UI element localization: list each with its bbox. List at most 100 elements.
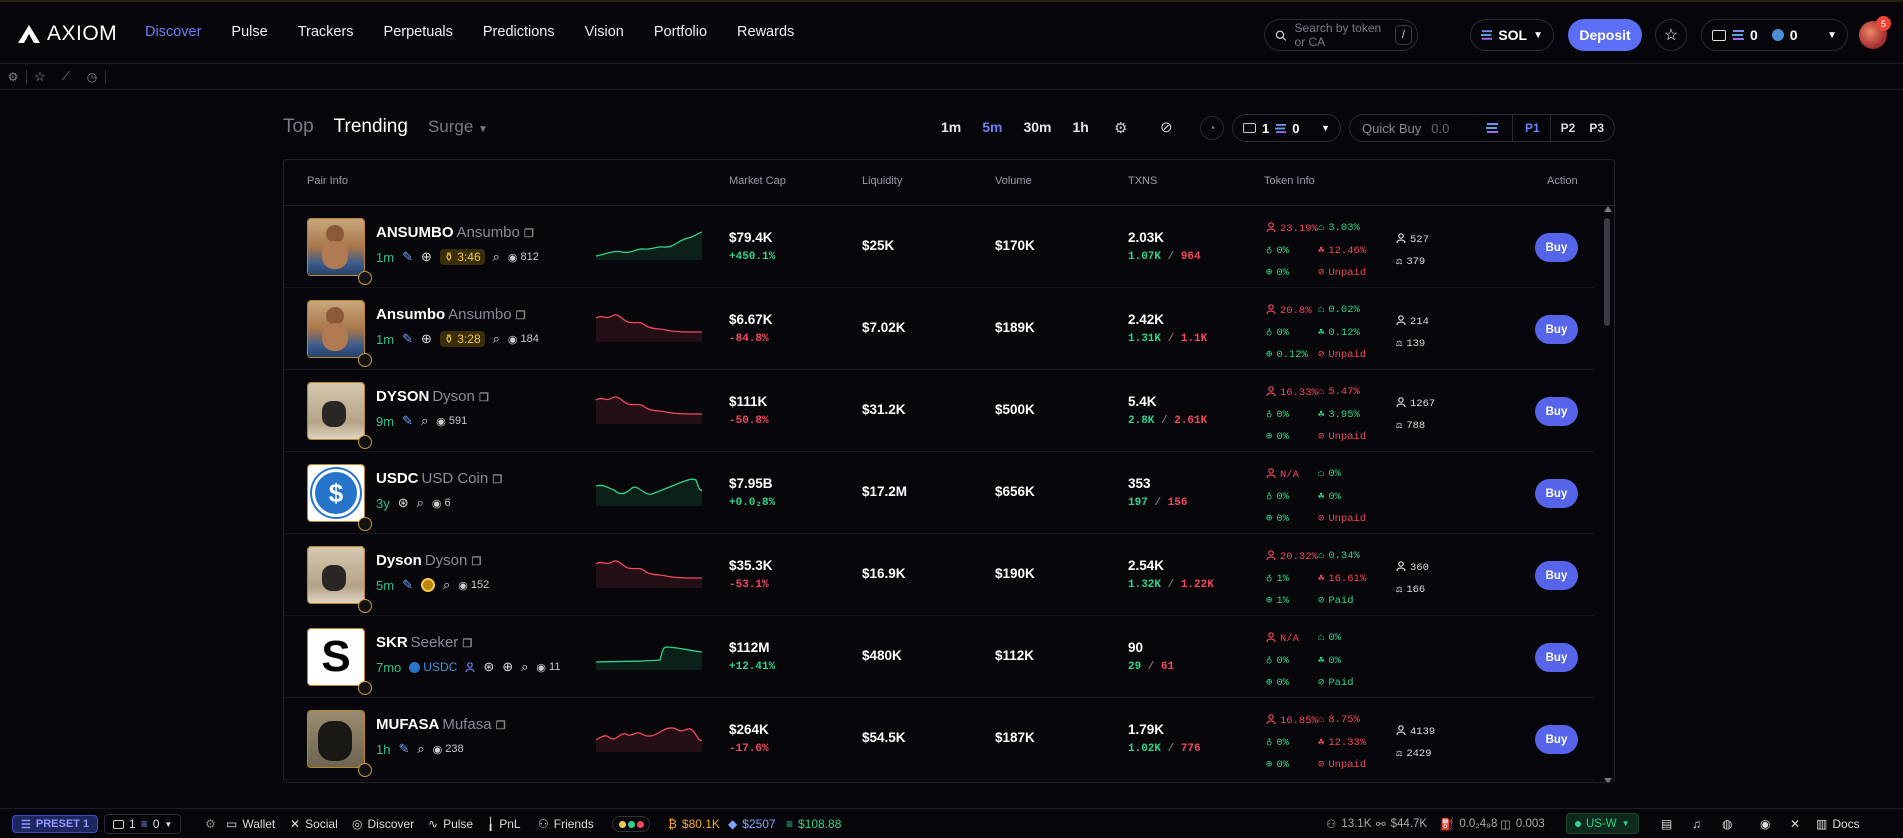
search-icon[interactable]: ⌕ <box>420 413 429 428</box>
tab-trending[interactable]: Trending <box>333 116 408 137</box>
footer-social[interactable]: ✕ Social <box>290 817 338 831</box>
pen-icon[interactable]: ✎ <box>402 249 413 264</box>
token-symbol[interactable]: DYSON Dyson ❐ <box>376 388 489 405</box>
token-image[interactable] <box>307 218 365 276</box>
chain-select[interactable]: SOL ▼ <box>1470 19 1554 51</box>
footer-wallet[interactable]: ▭ Wallet <box>226 817 275 831</box>
token-symbol[interactable]: ANSUMBO Ansumbo ❐ <box>376 224 534 241</box>
copy-icon[interactable]: ❐ <box>492 474 503 486</box>
footer-friends[interactable]: ⚇ Friends <box>538 817 594 831</box>
table-row[interactable]: MUFASA Mufasa ❐ 1h ✎ ⌕ ◉ 238 $264K -17.6% $54.5K $… <box>284 698 1594 780</box>
token-symbol[interactable]: Ansumbo Ansumbo ❐ <box>376 306 526 323</box>
buy-button[interactable]: Buy <box>1535 397 1578 426</box>
search-icon[interactable]: ⌕ <box>492 331 500 346</box>
search-icon[interactable]: ⌕ <box>416 495 424 510</box>
search-input[interactable]: Search by token or CA / <box>1264 19 1418 51</box>
token-symbol[interactable]: USDC USD Coin ❐ <box>376 470 502 487</box>
hide-icon[interactable]: ⊘ <box>1160 119 1173 136</box>
token-image[interactable]: S <box>307 628 365 686</box>
settings-icon[interactable]: ⚙ <box>1114 120 1128 137</box>
history-icon[interactable]: ◷ <box>86 69 98 84</box>
token-image[interactable] <box>307 546 365 604</box>
bell-icon[interactable]: ♫ <box>1692 817 1701 831</box>
search-icon[interactable]: ⌕ <box>521 659 529 674</box>
token-symbol[interactable]: Dyson Dyson ❐ <box>376 552 481 569</box>
buy-button[interactable]: Buy <box>1535 233 1578 262</box>
copy-icon[interactable]: ❐ <box>479 392 489 404</box>
region-select[interactable]: US-W ▼ <box>1566 813 1639 834</box>
scroll-down-arrow[interactable] <box>1604 778 1612 782</box>
table-row[interactable]: $ USDC USD Coin ❐ 3y ⊛ ⌕ ◉ 6 $7.95B +0.0₂8% $17.2M… <box>284 452 1594 534</box>
quick-buy-input[interactable]: Quick Buy 0.0 P1 P2 P3 <box>1349 114 1615 142</box>
nav-predictions[interactable]: Predictions <box>482 24 555 40</box>
buy-button[interactable]: Buy <box>1535 561 1578 590</box>
col-volume[interactable]: Volume <box>995 175 1032 187</box>
brand-logo[interactable]: AXIOM <box>17 22 117 46</box>
web-icon[interactable]: ⊛ <box>397 495 409 510</box>
layout-icon[interactable]: ▤ <box>1661 817 1673 831</box>
timer-button[interactable]: ◔ <box>1200 116 1224 140</box>
nav-discover[interactable]: Discover <box>145 24 202 40</box>
preset-p2[interactable]: P2 <box>1560 121 1576 135</box>
nav-pulse[interactable]: Pulse <box>231 24 268 40</box>
token-image[interactable] <box>307 710 365 768</box>
token-image[interactable] <box>307 382 365 440</box>
chart-icon[interactable]: ⟋ <box>61 69 71 83</box>
star-icon[interactable]: ☆ <box>34 68 46 84</box>
nav-trackers[interactable]: Trackers <box>297 24 354 40</box>
copy-icon[interactable]: ❐ <box>462 638 473 650</box>
copy-icon[interactable]: ❐ <box>495 720 506 732</box>
copy-icon[interactable]: ❐ <box>515 310 526 322</box>
pen-icon[interactable]: ✎ <box>402 577 413 592</box>
token-image[interactable]: $ <box>307 464 365 522</box>
watchlist-button[interactable]: ☆ <box>1655 19 1687 51</box>
tab-top[interactable]: Top <box>283 116 314 137</box>
x-icon[interactable]: ✕ <box>1790 817 1801 831</box>
buy-button[interactable]: Buy <box>1535 479 1578 508</box>
footer-discover[interactable]: ◎ Discover <box>352 817 414 831</box>
scroll-thumb[interactable] <box>1604 218 1610 326</box>
wallet-select[interactable]: 1 0 ▼ <box>1232 114 1341 142</box>
nav-perpetuals[interactable]: Perpetuals <box>383 24 453 40</box>
buy-button[interactable]: Buy <box>1535 315 1578 344</box>
footer-pnl[interactable]: ╽ PnL <box>487 817 521 831</box>
discord-icon[interactable]: ◉ <box>1760 817 1771 831</box>
preset-button[interactable]: ☰ PRESET 1 <box>12 815 99 833</box>
pen-icon[interactable]: ✎ <box>402 413 413 428</box>
token-symbol[interactable]: MUFASA Mufasa ❐ <box>376 716 506 733</box>
settings-icon[interactable]: ⚙ <box>7 69 19 84</box>
token-image[interactable] <box>307 300 365 358</box>
table-row[interactable]: Dyson Dyson ❐ 5m ✎ ⌕ ◉ 152 $35.3K -53.1% $16.9K $1… <box>284 534 1594 616</box>
palette-icon[interactable]: ◍ <box>1722 817 1733 831</box>
globe-icon[interactable]: ⊕ <box>502 659 514 674</box>
wallet-select-footer[interactable]: 1 ≡ 0 ▼ <box>104 814 182 834</box>
col-market-cap[interactable]: Market Cap <box>729 175 786 187</box>
table-row[interactable]: Ansumbo Ansumbo ❐ 1m ✎ ⊕ ⚱ 3:28 ⌕ ◉ 184 $6.67K -84… <box>284 288 1594 370</box>
pen-icon[interactable]: ✎ <box>398 741 410 756</box>
preset-p3[interactable]: P3 <box>1589 121 1604 135</box>
docs-link[interactable]: ▥ Docs <box>1816 817 1860 831</box>
web-icon[interactable]: ⊛ <box>483 659 495 674</box>
deposit-button[interactable]: Deposit <box>1568 19 1642 51</box>
table-row[interactable]: S SKR Seeker ❐ 7mo USDC ⊛ ⊕ ⌕ ◉ 11 $112M +12.41% $48… <box>284 616 1594 698</box>
col-txns[interactable]: TXNS <box>1128 175 1158 187</box>
settings-icon[interactable]: ⚙ <box>205 817 216 831</box>
pen-icon[interactable]: ✎ <box>402 331 413 346</box>
search-icon[interactable]: ⌕ <box>442 577 451 592</box>
copy-icon[interactable]: ❐ <box>471 556 482 568</box>
table-row[interactable]: DYSON Dyson ❐ 9m ✎ ⌕ ◉ 591 $111K -50.8% $31.2K $50… <box>284 370 1594 452</box>
preset-p1[interactable]: P1 <box>1524 121 1540 135</box>
buy-button[interactable]: Buy <box>1535 643 1578 672</box>
search-icon[interactable]: ⌕ <box>492 249 500 264</box>
timeframe-1m[interactable]: 1m <box>941 119 962 135</box>
globe-icon[interactable]: ⊕ <box>420 331 432 346</box>
tab-surge[interactable]: Surge ▼ <box>428 117 488 137</box>
nav-portfolio[interactable]: Portfolio <box>653 24 708 40</box>
token-toggle[interactable] <box>612 816 650 832</box>
wallet-balance-button[interactable]: 0 0 ▼ <box>1701 19 1848 51</box>
buy-button[interactable]: Buy <box>1535 725 1578 754</box>
globe-icon[interactable]: ⊕ <box>420 249 432 264</box>
timeframe-30m[interactable]: 30m <box>1023 119 1052 135</box>
table-row[interactable]: ANSUMBO Ansumbo ❐ 1m ✎ ⊕ ⚱ 3:46 ⌕ ◉ 812 $79.4K +45… <box>284 206 1594 288</box>
scroll-up-arrow[interactable] <box>1604 206 1612 212</box>
